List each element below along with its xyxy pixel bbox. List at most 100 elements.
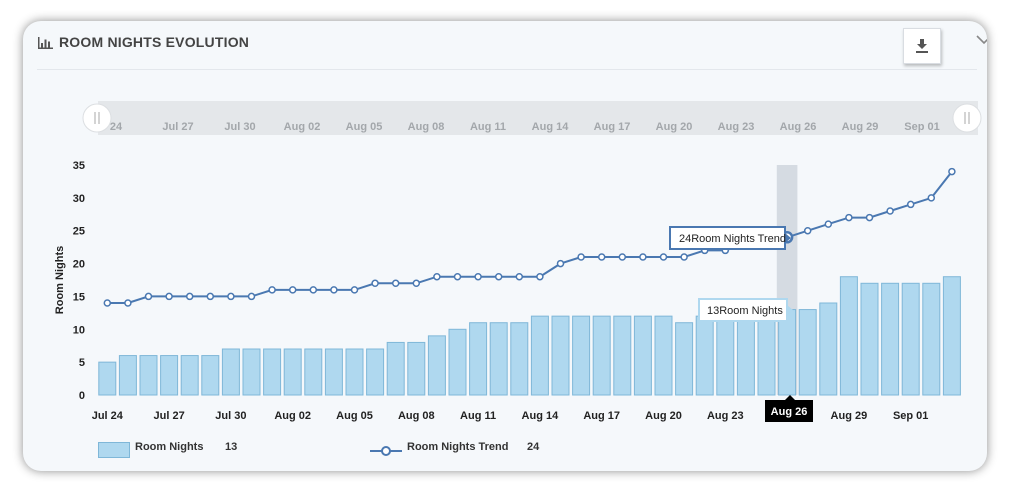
x-tick-label: Sep 01 xyxy=(893,410,928,422)
trend-point xyxy=(247,292,256,301)
trend-point xyxy=(474,272,482,281)
navigator-label: Aug 14 xyxy=(532,121,570,133)
navigator-label: Sep 01 xyxy=(904,121,939,133)
trend-point xyxy=(330,286,338,294)
trend-point xyxy=(185,292,194,301)
bar xyxy=(469,322,488,396)
legend-bar-name[interactable]: Room Nights xyxy=(135,441,204,453)
bar xyxy=(572,315,591,396)
bar xyxy=(201,355,220,396)
y-tick-label: 30 xyxy=(73,193,85,205)
bar xyxy=(551,315,570,396)
bar xyxy=(757,315,776,396)
bar xyxy=(942,276,961,396)
bar xyxy=(530,315,549,396)
y-tick-label: 20 xyxy=(73,259,85,271)
bar xyxy=(860,282,879,396)
bar xyxy=(901,282,920,396)
bar xyxy=(407,341,426,396)
download-icon xyxy=(916,39,928,53)
bar xyxy=(881,282,900,396)
bar xyxy=(510,322,529,396)
bar xyxy=(263,348,282,396)
trend-point xyxy=(350,286,359,294)
trend-point xyxy=(268,286,276,294)
navigator-label: Aug 05 xyxy=(346,121,383,133)
chevron-down-icon[interactable] xyxy=(976,35,987,45)
navigator-left-handle[interactable] xyxy=(82,103,112,133)
bar xyxy=(592,315,611,396)
widget-header: ROOM NIGHTS EVOLUTION xyxy=(37,21,987,70)
bar xyxy=(345,348,364,396)
trend-point xyxy=(556,259,565,268)
trend-point xyxy=(803,226,812,235)
bar xyxy=(798,309,817,396)
y-axis-title: Room Nights xyxy=(54,246,66,314)
bar xyxy=(716,315,735,396)
trend-point xyxy=(165,292,173,301)
range-navigator[interactable]: 24 Jul 27 Jul 30 Aug 02 Aug 05 Aug 08 Aug 11 Au… xyxy=(23,21,987,141)
trend-point xyxy=(865,213,874,222)
trend-point xyxy=(309,286,318,294)
legend-line-name[interactable]: Room Nights Trend xyxy=(407,441,509,453)
trend-tooltip-text: 24Room Nights Trend xyxy=(679,233,786,245)
bar xyxy=(448,328,467,396)
bar xyxy=(386,341,405,396)
x-tick-label: Aug 08 xyxy=(398,410,435,422)
bar xyxy=(283,348,302,396)
trend-tooltip: 24Room Nights Trend xyxy=(669,226,791,250)
trend-point xyxy=(680,253,688,261)
navigator-label: Jul 30 xyxy=(224,121,255,133)
bar xyxy=(427,335,446,396)
download-button[interactable] xyxy=(903,28,941,64)
navigator-label: Aug 26 xyxy=(780,121,817,133)
x-tick-label: Aug 17 xyxy=(583,410,620,422)
navigator-right-handle[interactable] xyxy=(952,103,982,133)
bar xyxy=(613,315,632,396)
legend-line-swatch xyxy=(370,446,402,456)
navigator-label: Jul 27 xyxy=(162,121,193,133)
room-nights-card: ROOM NIGHTS EVOLUTION 24 Jul 27 Jul 30 Aug … xyxy=(23,21,987,471)
navigator-label: Aug 02 xyxy=(284,121,321,133)
y-tick-label: 35 xyxy=(73,160,85,172)
trend-point xyxy=(948,167,956,176)
x-tick-label: Aug 29 xyxy=(831,410,868,422)
x-tick-label: Aug 11 xyxy=(460,410,496,422)
trend-point xyxy=(412,279,421,288)
trend-point xyxy=(906,200,915,209)
x-tick-label: Jul 30 xyxy=(215,410,246,422)
bar-tooltip-text: 13Room Nights xyxy=(707,305,783,317)
navigator-label: 24 xyxy=(110,121,123,133)
x-tick-label: Jul 24 xyxy=(92,410,124,422)
navigator-label: Aug 17 xyxy=(594,121,631,133)
bar xyxy=(922,282,941,396)
bar xyxy=(736,315,755,396)
trend-point xyxy=(824,220,833,228)
bar xyxy=(695,315,714,396)
trend-points xyxy=(103,167,956,307)
bar xyxy=(654,315,673,396)
trend-point xyxy=(639,253,647,261)
trend-point xyxy=(515,272,524,281)
x-tick-label: Aug 05 xyxy=(336,410,373,422)
widget-title: ROOM NIGHTS EVOLUTION xyxy=(59,34,250,50)
bar xyxy=(180,355,199,396)
bar-tooltip: 13Room Nights xyxy=(698,298,793,322)
legend-bar-swatch xyxy=(98,442,130,458)
bar xyxy=(304,348,323,396)
bar-series xyxy=(98,276,961,396)
trend-point xyxy=(288,286,297,294)
bar xyxy=(489,322,508,396)
navigator-label: Aug 11 xyxy=(470,121,506,133)
navigator-label: Aug 20 xyxy=(656,121,693,133)
trend-point xyxy=(391,279,400,288)
y-tick-label: 25 xyxy=(73,226,85,238)
bar xyxy=(366,348,385,396)
bar xyxy=(221,348,240,396)
navigator-label: Aug 23 xyxy=(718,121,755,133)
y-tick-label: 10 xyxy=(73,324,85,336)
bar xyxy=(675,322,694,396)
trend-point xyxy=(227,292,235,301)
bar xyxy=(324,348,343,396)
